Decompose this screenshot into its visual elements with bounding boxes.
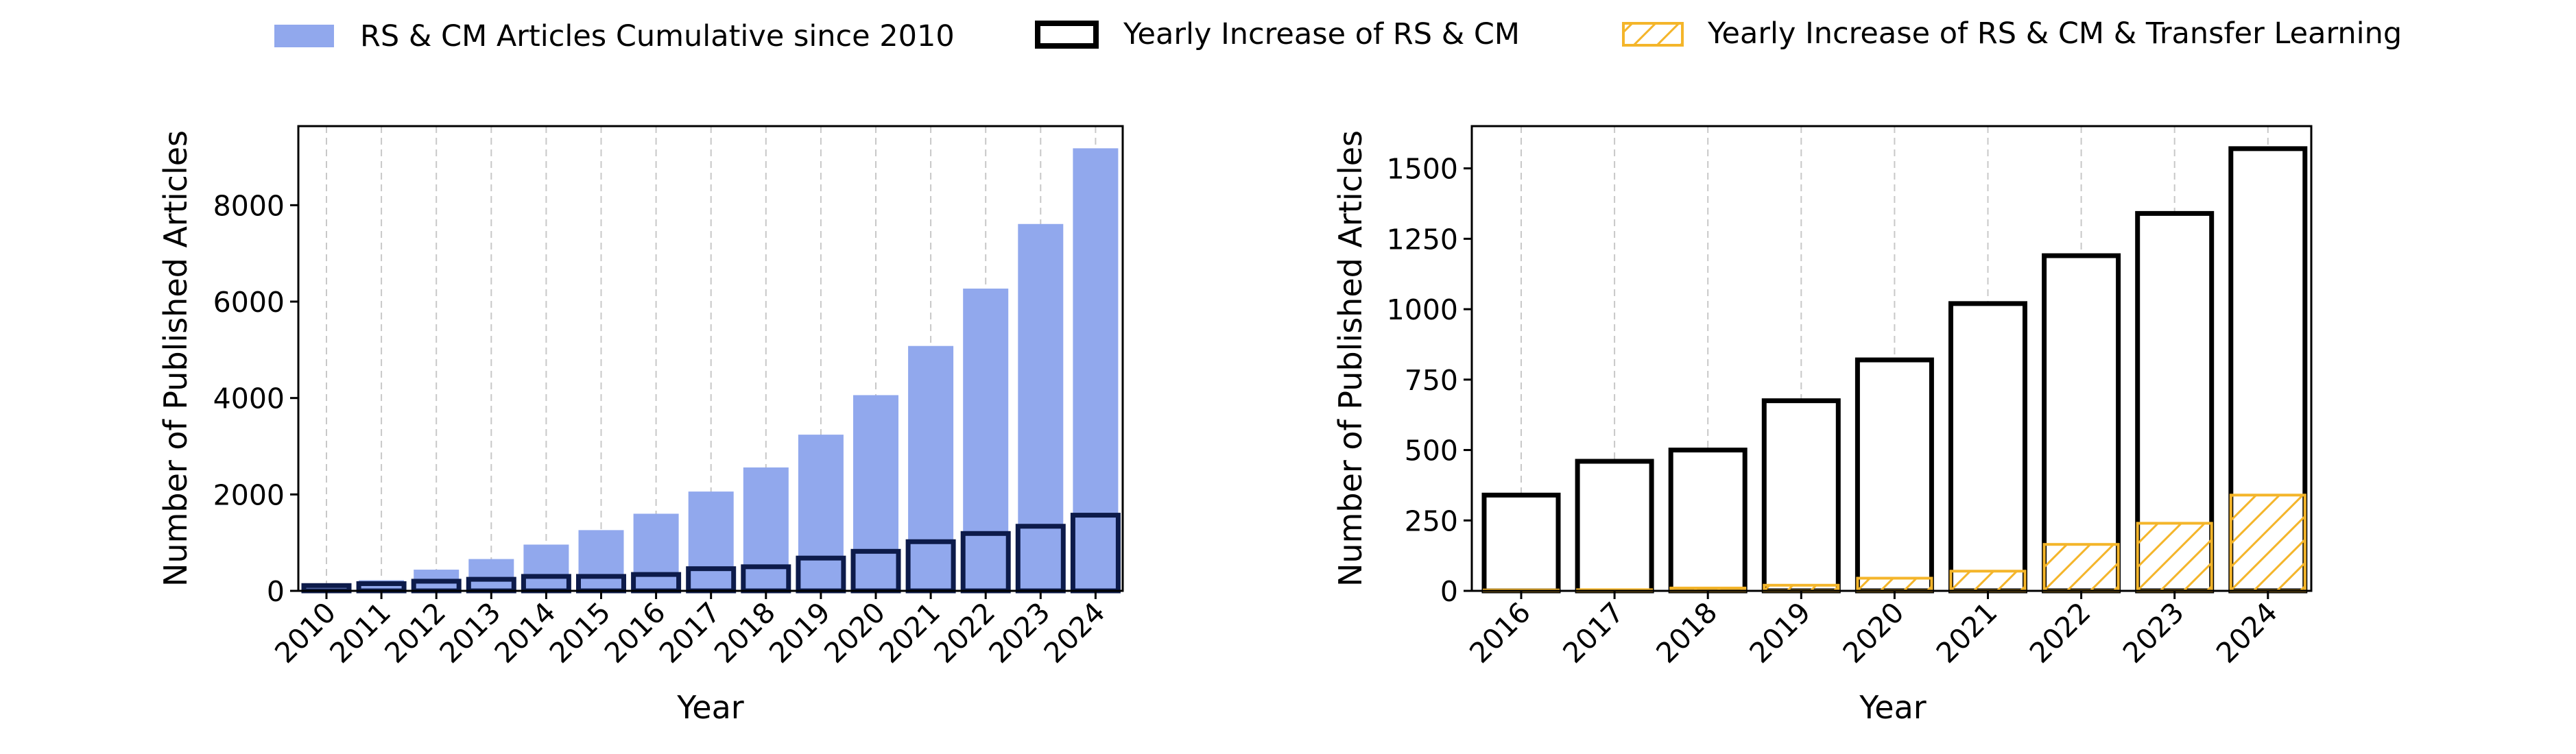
x-tick-label: 2023 bbox=[2116, 596, 2191, 670]
x-tick-label: 2024 bbox=[1038, 596, 1112, 670]
x-tick-label: 2018 bbox=[708, 596, 782, 670]
yearly-bar bbox=[1761, 398, 1841, 594]
y-tick-label: 1250 bbox=[1387, 223, 1458, 256]
x-tick-label: 2013 bbox=[433, 596, 508, 670]
legend: RS & CM Articles Cumulative since 2010 Y… bbox=[274, 16, 2402, 53]
x-tick-label: 2011 bbox=[323, 596, 397, 670]
yearly-bar bbox=[1855, 357, 1934, 594]
x-tick-label: 2012 bbox=[379, 596, 453, 670]
right-y-axis-label: Number of Published Articles bbox=[1332, 130, 1369, 587]
x-tick-label: 2016 bbox=[598, 596, 672, 670]
y-tick-label: 0 bbox=[267, 575, 285, 608]
x-tick-label: 2017 bbox=[1556, 596, 1630, 670]
yearly-bar bbox=[2042, 253, 2121, 594]
cumulative-bar bbox=[853, 395, 898, 591]
cumulative-bar bbox=[304, 585, 349, 591]
x-tick-label: 2020 bbox=[1837, 596, 1911, 670]
legend-swatch-yearly bbox=[1035, 21, 1099, 49]
y-tick-label: 250 bbox=[1405, 504, 1458, 537]
left-y-axis-label: Number of Published Articles bbox=[157, 130, 194, 587]
y-tick-label: 500 bbox=[1405, 435, 1458, 467]
y-tick-label: 4000 bbox=[213, 382, 285, 415]
cumulative-bar bbox=[963, 289, 1009, 591]
x-tick-label: 2016 bbox=[1463, 596, 1537, 670]
x-tick-label: 2023 bbox=[983, 596, 1057, 670]
y-tick-label: 0 bbox=[1440, 575, 1458, 608]
x-tick-label: 2019 bbox=[1743, 596, 1817, 670]
x-tick-label: 2024 bbox=[2210, 596, 2284, 670]
cumulative-bar bbox=[743, 467, 789, 591]
cumulative-bar bbox=[633, 513, 679, 591]
legend-label-cumulative: RS & CM Articles Cumulative since 2010 bbox=[360, 19, 955, 53]
legend-item-transfer: Yearly Increase of RS & CM & Transfer Le… bbox=[1622, 16, 2402, 51]
yearly-bar bbox=[1481, 492, 1561, 594]
chart-cumulative: 0 2000 4000 6000 8000 2010201120122013201420… bbox=[157, 125, 1124, 726]
x-tick-label: 2021 bbox=[1930, 596, 2004, 670]
cumulative-bar bbox=[578, 530, 624, 591]
y-tick-label: 8000 bbox=[213, 189, 285, 222]
transfer-bar bbox=[2042, 543, 2120, 593]
cumulative-bar bbox=[688, 491, 734, 591]
cumulative-bar bbox=[908, 345, 954, 591]
legend-item-cumulative: RS & CM Articles Cumulative since 2010 bbox=[274, 19, 955, 53]
right-x-axis-ticks: 2016 2017 2018 2019 2020 2021 2022 2023 2024 bbox=[1463, 591, 2284, 670]
legend-swatch-transfer bbox=[1622, 22, 1684, 47]
cumulative-bar bbox=[523, 544, 569, 591]
legend-label-transfer: Yearly Increase of RS & CM & Transfer Le… bbox=[1707, 16, 2402, 51]
cumulative-bar bbox=[1018, 223, 1064, 591]
y-tick-label: 2000 bbox=[213, 478, 285, 511]
left-y-axis-ticks: 0 2000 4000 6000 8000 bbox=[213, 189, 298, 608]
x-tick-label: 2018 bbox=[1650, 596, 1724, 670]
transfer-bar bbox=[1949, 570, 2027, 593]
cumulative-bar bbox=[798, 435, 844, 591]
legend-item-yearly: Yearly Increase of RS & CM bbox=[1035, 17, 1520, 51]
y-tick-label: 1000 bbox=[1387, 293, 1458, 326]
x-tick-label: 2017 bbox=[653, 596, 727, 670]
y-tick-label: 1500 bbox=[1387, 153, 1458, 186]
right-x-axis-label: Year bbox=[1859, 689, 1926, 726]
y-tick-label: 750 bbox=[1405, 364, 1458, 397]
x-tick-label: 2022 bbox=[2023, 596, 2097, 670]
x-tick-label: 2019 bbox=[763, 596, 837, 670]
transfer-bar bbox=[2229, 494, 2306, 592]
x-tick-label: 2022 bbox=[928, 596, 1002, 670]
right-y-axis-ticks: 0 250 500 750 1000 1250 1500 bbox=[1387, 153, 1472, 608]
yearly-bar bbox=[1668, 448, 1748, 594]
transfer-bar bbox=[2136, 522, 2213, 593]
cumulative-bar bbox=[468, 559, 514, 591]
left-x-axis-ticks: 2010201120122013201420152016201720182019… bbox=[268, 591, 1111, 670]
yearly-bar bbox=[1948, 301, 2027, 594]
cumulative-bar bbox=[1073, 148, 1119, 592]
transfer-bar bbox=[1856, 576, 1933, 593]
yearly-bar bbox=[1575, 459, 1654, 594]
left-x-axis-label: Year bbox=[676, 689, 743, 726]
y-tick-label: 6000 bbox=[213, 286, 285, 319]
legend-label-yearly: Yearly Increase of RS & CM bbox=[1123, 17, 1520, 51]
right-plot-frame bbox=[1470, 125, 2313, 592]
x-tick-label: 2014 bbox=[488, 596, 562, 670]
legend-swatch-cumulative bbox=[274, 25, 334, 47]
x-tick-label: 2021 bbox=[872, 596, 946, 670]
x-tick-label: 2015 bbox=[543, 596, 617, 670]
x-tick-label: 2020 bbox=[818, 596, 892, 670]
left-cumulative-bars bbox=[304, 148, 1119, 592]
